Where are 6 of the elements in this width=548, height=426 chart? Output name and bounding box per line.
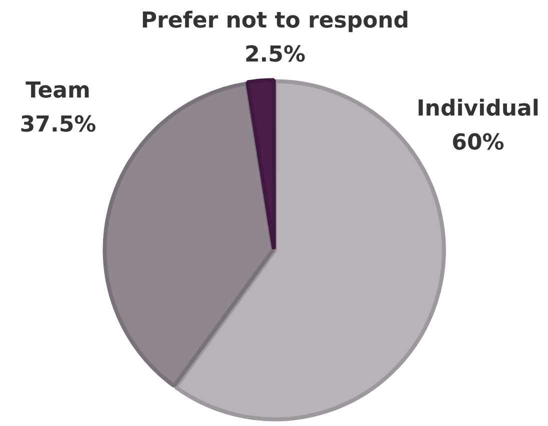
slice-label: Team: [26, 78, 90, 104]
data-label: 2.5%: [244, 42, 306, 68]
data-label: 37.5%: [20, 112, 96, 138]
data-label: 60%: [452, 130, 504, 156]
slice-label: Individual: [416, 96, 540, 122]
slice-label: Prefer not to respond: [140, 8, 410, 34]
